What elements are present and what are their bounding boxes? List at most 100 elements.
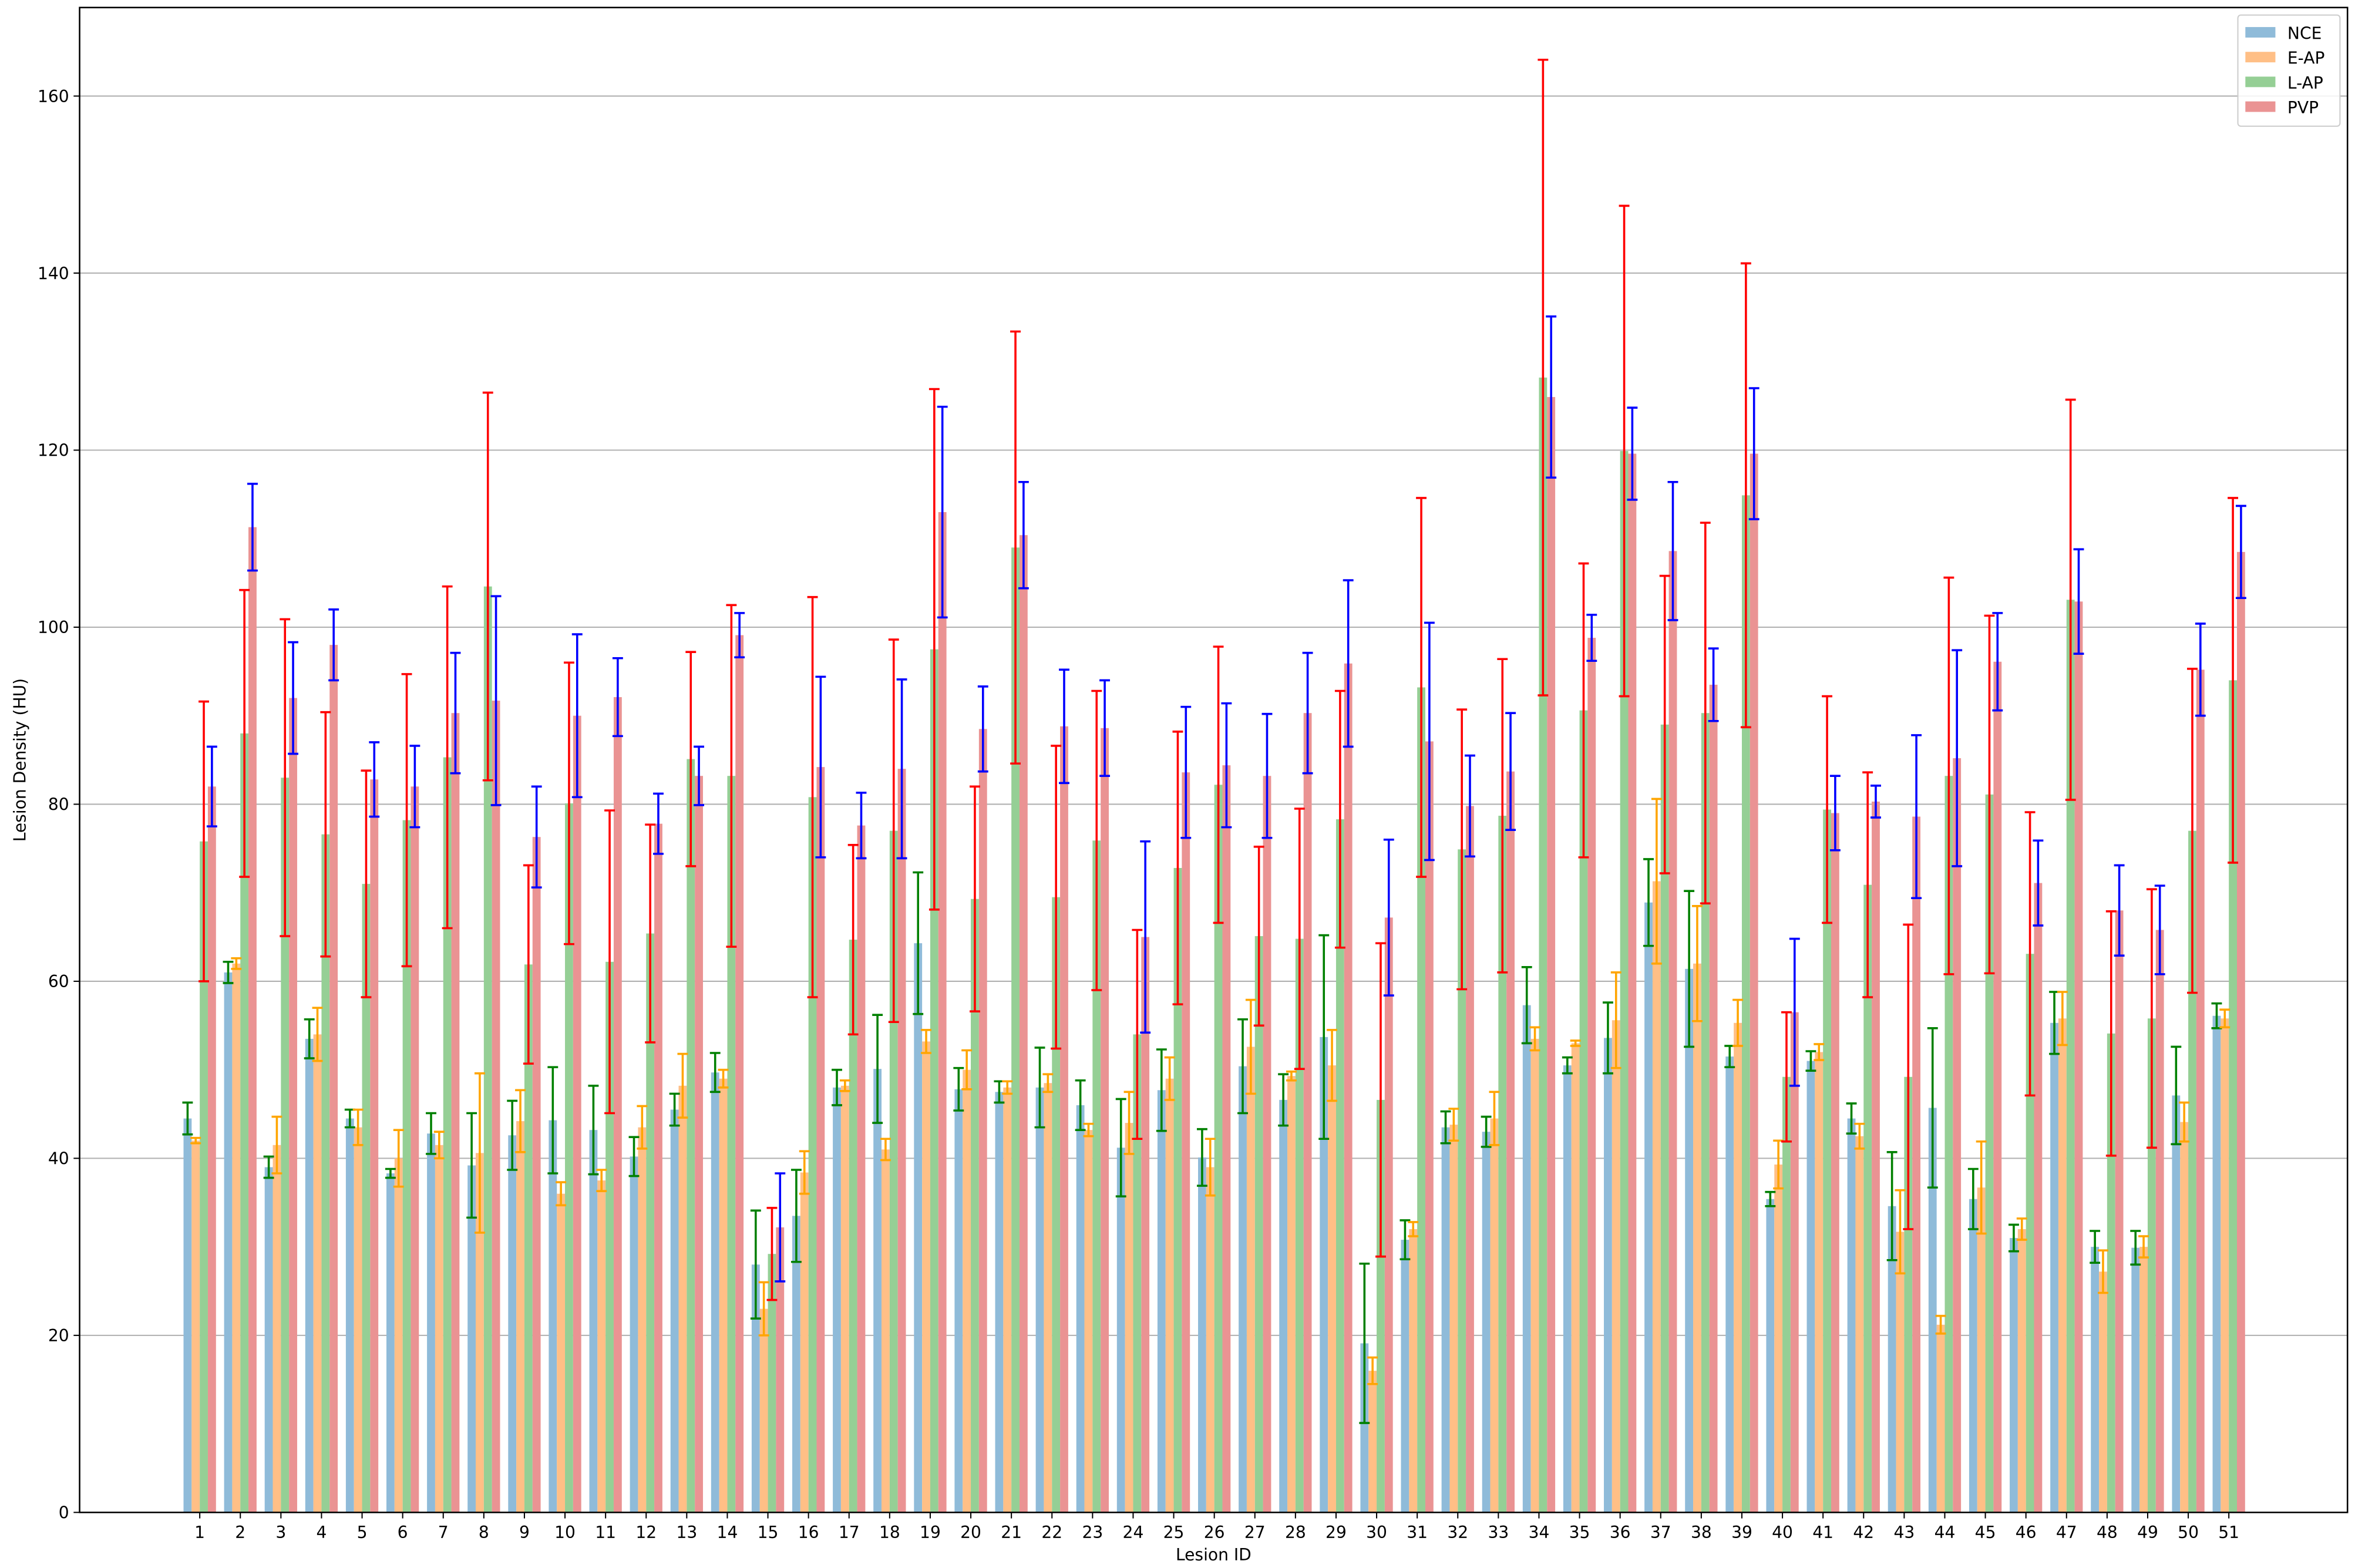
error-bar	[1927, 1027, 1938, 1189]
bar	[524, 964, 533, 1513]
bar	[1287, 1076, 1296, 1513]
bar	[321, 834, 330, 1513]
error-bar	[280, 618, 291, 937]
error-bar	[896, 678, 907, 860]
bar	[1116, 1148, 1125, 1513]
error-bar	[1481, 1115, 1492, 1148]
x-tick-label: 44	[1935, 1523, 1956, 1542]
bar	[727, 776, 736, 1513]
bar	[362, 884, 371, 1513]
bar	[719, 1078, 728, 1513]
x-tick-label: 30	[1366, 1523, 1387, 1542]
x-tick-label: 49	[2137, 1523, 2158, 1542]
bar	[897, 769, 906, 1513]
bar	[646, 933, 655, 1513]
error-bar	[182, 1101, 193, 1136]
legend-box	[2237, 14, 2341, 127]
bar	[1328, 1065, 1336, 1513]
error-bar	[247, 482, 258, 572]
bar	[1173, 867, 1182, 1513]
error-bar	[1318, 934, 1330, 1140]
error-bar	[977, 685, 988, 773]
bar	[1409, 1229, 1418, 1513]
bar	[200, 841, 208, 1513]
bar	[1206, 1167, 1214, 1513]
error-bar	[1245, 998, 1256, 1095]
bar	[1782, 1076, 1791, 1513]
error-bar	[1156, 1048, 1167, 1132]
bar	[1303, 713, 1312, 1513]
bar	[1506, 771, 1515, 1513]
x-tick-label: 19	[920, 1523, 941, 1542]
x-tick-label: 27	[1244, 1523, 1266, 1542]
bar	[1076, 1105, 1085, 1513]
error-bar	[466, 1112, 477, 1219]
error-bar	[2219, 1008, 2230, 1029]
error-bar	[1546, 315, 1557, 479]
error-bar	[2016, 1217, 2027, 1241]
error-bar	[1659, 574, 1670, 874]
x-tick-label: 2	[235, 1523, 245, 1542]
error-bar	[612, 657, 623, 738]
bar	[476, 1153, 484, 1513]
y-tick-label: 80	[48, 795, 69, 815]
error-bar	[2228, 497, 2239, 864]
bar	[1701, 713, 1710, 1513]
error-bar	[190, 1136, 201, 1145]
bar	[840, 1085, 849, 1513]
bar	[605, 961, 614, 1513]
bar	[687, 759, 695, 1513]
error-bar	[1489, 1091, 1500, 1146]
x-tick-label: 40	[1772, 1523, 1793, 1542]
bar	[963, 1069, 971, 1513]
bar	[483, 586, 492, 1513]
bar	[207, 786, 216, 1513]
bar	[1425, 741, 1434, 1513]
legend-swatch	[2245, 101, 2276, 112]
error-bar	[523, 864, 534, 1065]
plot-frame	[79, 6, 2349, 1513]
bar	[1571, 1043, 1580, 1513]
error-bar	[1253, 846, 1264, 1027]
error-bar	[1886, 1151, 1898, 1261]
error-bar	[1911, 734, 1922, 900]
bar	[857, 825, 866, 1513]
error-bar	[832, 1068, 842, 1106]
bar	[1969, 1199, 1977, 1513]
error-bar	[1286, 1070, 1297, 1082]
error-bar	[961, 1049, 973, 1091]
error-bar	[352, 1108, 364, 1146]
bar	[2074, 601, 2083, 1513]
error-bar	[1684, 890, 1695, 1048]
y-tick-label: 60	[48, 972, 69, 991]
bar	[1944, 776, 1953, 1513]
bar	[2212, 1015, 2221, 1513]
error-bar	[1903, 923, 1914, 1230]
bar	[1441, 1127, 1450, 1513]
bar	[443, 757, 452, 1513]
bar	[1530, 1038, 1539, 1513]
bar	[1522, 1005, 1531, 1513]
bar	[240, 733, 249, 1513]
bar	[1652, 881, 1661, 1513]
error-bar	[1967, 1167, 1979, 1230]
bar	[1725, 1056, 1734, 1513]
error-bar	[2065, 398, 2076, 801]
error-bar	[206, 745, 217, 827]
error-bar	[1538, 58, 1549, 696]
bar	[597, 1180, 606, 1513]
bar	[1344, 663, 1353, 1513]
bar	[1734, 1022, 1742, 1513]
error-bar	[1091, 689, 1102, 991]
error-bar	[1570, 1039, 1581, 1047]
bar	[345, 1118, 354, 1513]
error-bar	[385, 1167, 396, 1179]
x-tick-label: 12	[635, 1523, 657, 1542]
bar	[1239, 1066, 1247, 1513]
x-tick-label: 48	[2097, 1523, 2118, 1542]
bar	[654, 823, 662, 1513]
error-bar	[1424, 621, 1435, 862]
error-bar	[531, 785, 542, 889]
error-bar	[928, 388, 940, 911]
x-tick-label: 32	[1447, 1523, 1468, 1542]
